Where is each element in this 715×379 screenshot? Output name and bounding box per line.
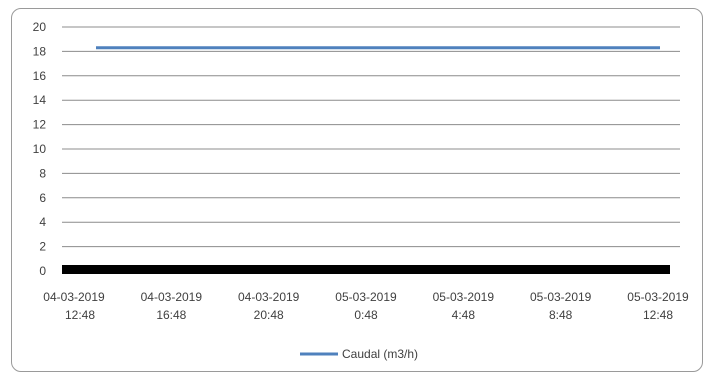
legend-label: Caudal (m3/h): [342, 347, 418, 361]
y-axis-tick-labels: 0 2 4 6 8 10 12 14 16 18 20: [33, 20, 47, 278]
y-tick-label: 10: [33, 142, 47, 156]
x-tick-label-time: 8:48: [549, 308, 573, 322]
x-tick-label-time: 4:48: [452, 308, 476, 322]
x-tick-label-date: 05-03-2019: [433, 290, 495, 304]
x-tick-label-time: 12:48: [65, 308, 95, 322]
x-axis-tick-labels: 04-03-2019 12:48 04-03-2019 16:48 04-03-2019…: [43, 290, 689, 322]
y-tick-label: 18: [33, 44, 47, 58]
y-tick-label: 16: [33, 69, 47, 83]
y-tick-label: 12: [33, 118, 47, 132]
x-tick-label-date: 05-03-2019: [627, 290, 689, 304]
y-tick-label: 6: [39, 191, 46, 205]
legend: Caudal (m3/h): [300, 347, 418, 361]
y-tick-label: 8: [39, 166, 46, 180]
x-tick-label-time: 16:48: [156, 308, 186, 322]
chart-frame: [11, 8, 703, 372]
y-tick-label: 0: [39, 264, 46, 278]
x-tick-label-date: 04-03-2019: [141, 290, 203, 304]
x-tick-label-date: 05-03-2019: [530, 290, 592, 304]
gridlines: [62, 26, 680, 274]
x-tick-label-date: 05-03-2019: [335, 290, 397, 304]
x-tick-label-time: 0:48: [354, 308, 378, 322]
y-tick-label: 20: [33, 20, 47, 34]
y-tick-label: 4: [39, 215, 46, 229]
x-tick-label-time: 12:48: [643, 308, 673, 322]
y-tick-label: 2: [39, 240, 46, 254]
x-tick-label-time: 20:48: [254, 308, 284, 322]
zero-baseline-band: [62, 265, 670, 274]
x-tick-label-date: 04-03-2019: [43, 290, 105, 304]
y-tick-label: 14: [33, 93, 47, 107]
x-tick-label-date: 04-03-2019: [238, 290, 300, 304]
